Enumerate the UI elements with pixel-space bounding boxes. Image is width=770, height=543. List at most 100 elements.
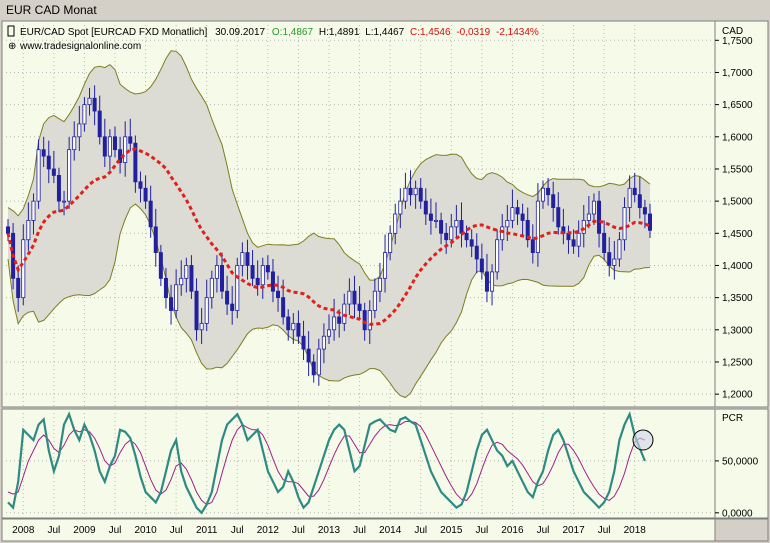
candle	[581, 204, 586, 248]
candle-body-up	[576, 232, 581, 247]
price-tick-label: 1,2500	[722, 357, 753, 368]
candle-body-down	[169, 297, 174, 311]
candles	[6, 85, 653, 386]
candle-body-up	[586, 213, 591, 221]
candle-body-down	[250, 265, 255, 279]
candle-body-up	[383, 252, 388, 279]
candle-body-down	[189, 265, 194, 292]
candle	[490, 264, 495, 306]
candle-body-up	[449, 226, 454, 241]
candle	[123, 121, 128, 177]
candle	[296, 310, 301, 344]
candle-body-down	[296, 322, 301, 337]
candle	[484, 253, 489, 303]
candle	[174, 269, 179, 319]
candle	[591, 193, 596, 225]
candle	[622, 197, 627, 251]
candle	[602, 220, 607, 261]
window-title: EUR CAD Monat	[6, 3, 97, 17]
candle	[535, 183, 540, 267]
time-tick-label: 2011	[196, 525, 218, 536]
time-tick-label: 2018	[624, 525, 647, 536]
candle	[16, 265, 21, 312]
candle	[352, 275, 357, 319]
candle-body-down	[306, 348, 311, 363]
candle-body-up	[627, 187, 632, 208]
candle-body-down	[225, 290, 230, 305]
candle	[474, 233, 479, 274]
candle-body-up	[367, 310, 372, 331]
candle	[56, 167, 61, 213]
candle	[398, 188, 403, 229]
candle	[648, 203, 653, 239]
candle-body-up	[179, 277, 184, 286]
candle	[418, 177, 423, 209]
ma-line	[6, 147, 651, 326]
candle-body-down	[194, 290, 199, 331]
candle-body-up	[372, 290, 377, 311]
candle-body-down	[566, 232, 571, 241]
candle-body-up	[377, 277, 382, 292]
time-tick-label: 2012	[257, 525, 280, 536]
candle	[607, 237, 612, 277]
candle	[77, 105, 82, 151]
candle-body-up	[67, 149, 72, 202]
time-tick-label: Jul	[537, 525, 550, 536]
candle	[444, 223, 449, 254]
candle	[495, 229, 500, 280]
window-titlebar: EUR CAD Monat	[0, 0, 770, 20]
time-tick-label: Jul	[475, 525, 488, 536]
candle	[439, 212, 444, 245]
pcr-panel[interactable]	[1, 408, 716, 519]
candle	[316, 338, 321, 386]
pcr-axis-panel	[714, 408, 769, 519]
candle	[235, 257, 240, 319]
candle-body-down	[362, 310, 367, 331]
candle-body-down	[92, 97, 97, 112]
candle-body-down	[607, 252, 612, 266]
candle-body-down	[128, 136, 133, 144]
candle-body-down	[301, 335, 306, 350]
candle-body-up	[62, 200, 67, 203]
candle	[326, 314, 331, 344]
candle	[163, 268, 168, 309]
candle	[469, 229, 474, 258]
candle	[383, 234, 388, 293]
price-tick-label: 1,2000	[722, 390, 753, 401]
candle	[250, 250, 255, 287]
candle	[627, 175, 632, 222]
candle-body-up	[72, 136, 77, 151]
candle-body-down	[469, 239, 474, 247]
candle	[413, 180, 418, 209]
candle	[158, 244, 163, 287]
candle	[245, 239, 250, 280]
time-tick-label: Jul	[414, 525, 427, 536]
candle-body-up	[500, 226, 505, 241]
time-tick-label: 2017	[562, 525, 585, 536]
candle-body-up	[235, 265, 240, 311]
pcr-tick-label: 0,0000	[722, 508, 753, 519]
candle-body-up	[393, 213, 398, 234]
candle-body-down	[230, 303, 235, 311]
candle-body-down	[464, 232, 469, 241]
candle-body-up	[184, 265, 189, 279]
candle	[515, 199, 520, 225]
price-tick-label: 1,5500	[722, 164, 753, 175]
pcr-axis-label: PCR	[722, 413, 743, 424]
candle-body-down	[571, 239, 576, 247]
candle	[403, 172, 408, 209]
header-line: EUR/CAD Spot [EURCAD FXD Monatlich] 30.0…	[20, 27, 539, 38]
time-tick-label: Jul	[109, 525, 122, 536]
candle	[332, 298, 337, 341]
candle-body-down	[423, 200, 428, 215]
candle	[133, 135, 138, 193]
candle-body-down	[479, 258, 484, 273]
candle-body-down	[138, 181, 143, 189]
candle	[586, 195, 591, 229]
pcr-line	[7, 410, 646, 515]
candle	[153, 208, 158, 267]
candle	[291, 313, 296, 344]
time-tick-label: 2015	[440, 525, 463, 536]
price-tick-label: 1,4000	[722, 261, 753, 272]
